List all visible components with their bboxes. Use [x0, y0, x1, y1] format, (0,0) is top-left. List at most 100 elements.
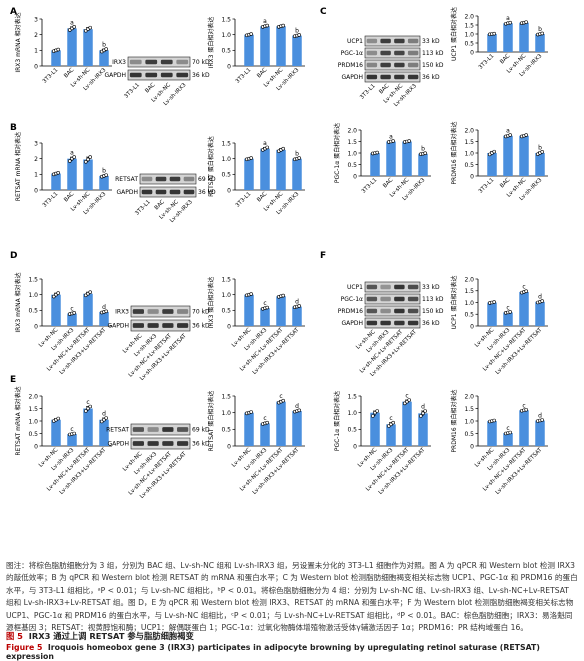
- figure-title-text-cn: IRX3 通过上调 RETSAT 参与脂肪细胞褐变: [28, 631, 194, 641]
- blot-c-protein-label: GAPDH: [341, 74, 363, 81]
- chart-13-ytick-label: 1.0: [464, 418, 474, 425]
- chart-5-x-label: 3T3-L1: [361, 177, 379, 195]
- chart-4-bar: [519, 22, 529, 52]
- blot-c-protein-label: UCP1: [347, 38, 363, 45]
- chart-13-data-point: [524, 407, 529, 412]
- chart-5-data-point: [423, 151, 428, 156]
- chart-3-bar: [292, 158, 302, 190]
- blot-b-size-label: 69 kD: [198, 176, 216, 183]
- chart-7-ytick-label: 0.5: [28, 308, 38, 315]
- blot-e-size-label: 69 kD: [192, 427, 210, 434]
- chart-1-y-label: IRX3 蛋白相对表达: [207, 17, 215, 69]
- chart-4-ytick-label: 2.0: [464, 13, 474, 20]
- chart-13-data-point: [540, 418, 545, 422]
- chart-2-data-point: [68, 159, 72, 163]
- chart-5-x-label: BAC: [382, 177, 394, 189]
- chart-11-data-point: [249, 410, 253, 414]
- chart-13-ytick-label: 0.5: [464, 431, 474, 438]
- blot-a-size-label: 36 kD: [192, 72, 210, 79]
- blot-c-band: [366, 50, 378, 56]
- chart-12-data-point: [391, 420, 396, 425]
- chart-8-data-point: [265, 305, 270, 310]
- chart-9-bar: [535, 301, 545, 326]
- blot-b-band: [169, 176, 181, 182]
- chart-8-bar: [260, 308, 270, 326]
- chart-6-sig-label: b: [538, 144, 542, 151]
- chart-7-ytick-label: 1.0: [28, 292, 38, 299]
- chart-5-ytick-label: 1.5: [347, 139, 357, 146]
- chart-1-sig-label: b: [295, 27, 299, 34]
- chart-0-ytick-label: 0: [34, 63, 38, 70]
- chart-0-bar: [83, 29, 93, 66]
- chart-2-sig-label: a: [70, 150, 74, 157]
- blot-d-band: [177, 309, 189, 314]
- blot-c-band: [366, 62, 378, 68]
- blot-c-row-3: [364, 71, 421, 83]
- chart-12-ytick-label: 0.5: [347, 427, 357, 434]
- blot-c-size-label: 36 kD: [422, 74, 440, 81]
- chart-8-bar: [292, 306, 302, 326]
- blot-f-protein-label: PRDM16: [338, 308, 363, 315]
- chart-6-x-label: 3T3-L1: [478, 177, 496, 195]
- chart-12-bar: [370, 412, 380, 446]
- chart-0-bar: [67, 28, 77, 66]
- figure-number-cn: 图 5: [6, 631, 23, 641]
- chart-0-y-label: IRX3 mRNA 相对表达: [14, 12, 22, 72]
- chart-1-bar: [276, 26, 286, 67]
- chart-1-data-point: [281, 23, 286, 28]
- blot-a-protein-label: IRX3: [112, 59, 126, 66]
- blot-e-band: [132, 427, 144, 432]
- chart-12-data-point: [421, 411, 425, 416]
- figure-caption-notes: 图注：将棕色脂肪细胞分为 3 组，分别为 BAC 组、Lv-sh-NC 组和 L…: [6, 561, 578, 633]
- chart-10-ytick-label: 0: [34, 443, 38, 450]
- chart-9-bar: [487, 302, 497, 326]
- chart-13-ytick-label: 2.0: [464, 393, 474, 400]
- chart-9-ytick-label: 1.5: [464, 288, 474, 295]
- chart-8-sig-label: d: [295, 298, 299, 305]
- chart-8-data-point: [281, 293, 286, 298]
- chart-13-sig-label: c: [506, 425, 509, 432]
- figure-number-en: Figure 5: [6, 643, 43, 652]
- chart-10-ytick-label: 1.0: [28, 418, 38, 425]
- chart-2-x-label: BAC: [63, 191, 75, 203]
- blot-c-band: [394, 62, 405, 68]
- chart-5-data-point: [407, 139, 412, 143]
- chart-0-data-point: [104, 47, 108, 51]
- chart-0-sig-label: b: [102, 42, 106, 49]
- chart-1-ytick-label: 1.5: [221, 16, 231, 23]
- chart-11-ytick-label: 0.5: [221, 427, 231, 434]
- blot-f-protein-label: GAPDH: [341, 320, 363, 327]
- chart-12-sig-label: d: [421, 404, 425, 411]
- chart-0-ytick-label: 2: [34, 32, 38, 39]
- blot-f-band: [366, 296, 378, 302]
- blot-b-row-0: [139, 173, 197, 185]
- blot-f-protein-label: UCP1: [347, 284, 363, 291]
- chart-6-data-point: [524, 133, 529, 137]
- blot-f-row-1: [364, 293, 421, 305]
- blot-e-row-0: [130, 423, 191, 436]
- chart-4-data-point: [508, 20, 513, 25]
- chart-2-bar: [83, 159, 93, 190]
- blot-f-band: [407, 320, 419, 326]
- blot-e-band: [162, 427, 174, 432]
- chart-5-ytick-label: 0.5: [347, 162, 357, 169]
- chart-2-data-point: [104, 173, 108, 177]
- chart-9-sig-label: c: [506, 304, 509, 311]
- blot-b-band: [141, 189, 153, 195]
- chart-9-data-point: [540, 299, 545, 303]
- chart-5-bar: [386, 141, 396, 176]
- blot-a-band: [129, 59, 142, 65]
- chart-2-data-point: [88, 155, 92, 159]
- panel-letter-d: D: [10, 251, 17, 261]
- chart-8-ytick-label: 0.5: [221, 308, 231, 315]
- chart-8-sig-label: c: [263, 300, 266, 307]
- chart-9-bar: [503, 312, 513, 326]
- chart-2-data-point: [72, 155, 76, 159]
- chart-6-bar: [535, 153, 545, 176]
- chart-4-bar: [487, 34, 497, 52]
- blot-d-band: [162, 309, 174, 314]
- blot-b-lane-label: 3T3-L1: [134, 199, 152, 217]
- chart-10-ytick-label: 2.0: [28, 393, 38, 400]
- chart-5-sig-label: b: [421, 146, 425, 153]
